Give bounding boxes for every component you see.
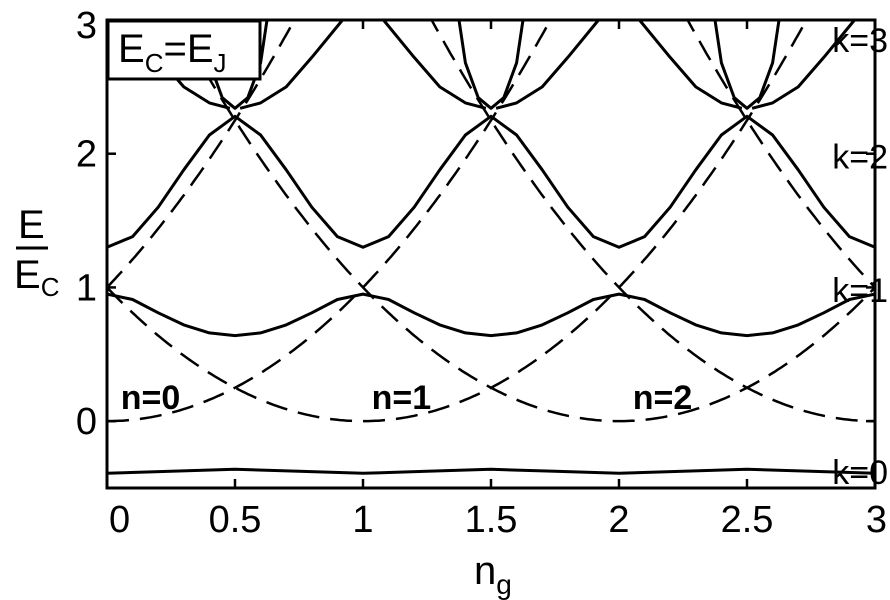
band-label-k-3: k=3 [832, 22, 888, 60]
legend-lhs-sub: C [145, 48, 164, 78]
x-tick-label: 0 [109, 499, 130, 541]
charging-parabola-n-4 [686, 20, 875, 289]
legend-equals: = [163, 27, 186, 71]
x-tick-label: 2 [608, 499, 629, 541]
svg-text:EC=EJ: EC=EJ [118, 27, 227, 78]
x-tick-label: 2.5 [721, 499, 774, 541]
y-axis-denominator-sub: C [41, 272, 60, 302]
charging-parabolas [107, 20, 875, 423]
y-tick-label: 3 [76, 5, 97, 47]
charging-parabola-n--1 [107, 20, 296, 289]
x-axis-title-main: n [474, 549, 496, 593]
svg-text:EC: EC [14, 253, 59, 302]
band-line-k-3 [201, 20, 781, 110]
y-axis-title: E EC [14, 203, 59, 302]
charge-label-n-1: n=1 [372, 379, 432, 417]
y-axis-numerator: E [18, 203, 45, 247]
y-axis-denominator-main: E [14, 253, 41, 297]
x-tick-label: 3 [866, 499, 887, 541]
x-tick-label: 1 [352, 499, 373, 541]
band-label-k-2: k=2 [832, 138, 888, 176]
charge-label-n-2: n=2 [633, 379, 693, 417]
legend-frame [106, 19, 262, 81]
band-labels: k=0 k=1 k=2 k=3 [832, 22, 888, 492]
charge-labels: n=0 n=1 n=2 [121, 379, 693, 417]
band-label-k-0: k=0 [832, 454, 888, 492]
y-tick-label: 1 [76, 267, 97, 309]
band-line-k-4 [126, 20, 856, 110]
legend-rhs-main: E [187, 27, 214, 71]
band-label-k-1: k=1 [832, 272, 888, 310]
legend-lhs-main: E [118, 27, 145, 71]
y-tick-label: 2 [76, 134, 97, 176]
charge-label-n-0: n=0 [121, 379, 181, 417]
legend-rhs-sub: J [214, 48, 227, 78]
charging-parabola-n-1 [107, 20, 808, 423]
charging-parabola-n-3 [430, 20, 875, 423]
x-axis-title: ng [474, 549, 512, 600]
x-tick-label: 1.5 [465, 499, 518, 541]
x-tick-label: 0.5 [209, 499, 262, 541]
x-axis-ticks: 0 0.5 1 1.5 2 2.5 3 [105, 20, 887, 541]
plot-frame [105, 18, 877, 490]
x-axis-title-sub: g [496, 569, 512, 600]
y-axis-ticks: 0 1 2 3 [76, 5, 875, 443]
band-line-k-0 [107, 467, 875, 475]
y-tick-label: 0 [76, 401, 97, 443]
band-line-k-1 [107, 292, 875, 338]
charging-parabola-n-2 [174, 20, 875, 423]
energy-bands [107, 20, 875, 475]
legend-box: EC=EJ [106, 19, 262, 81]
band-line-k-2 [107, 114, 875, 249]
